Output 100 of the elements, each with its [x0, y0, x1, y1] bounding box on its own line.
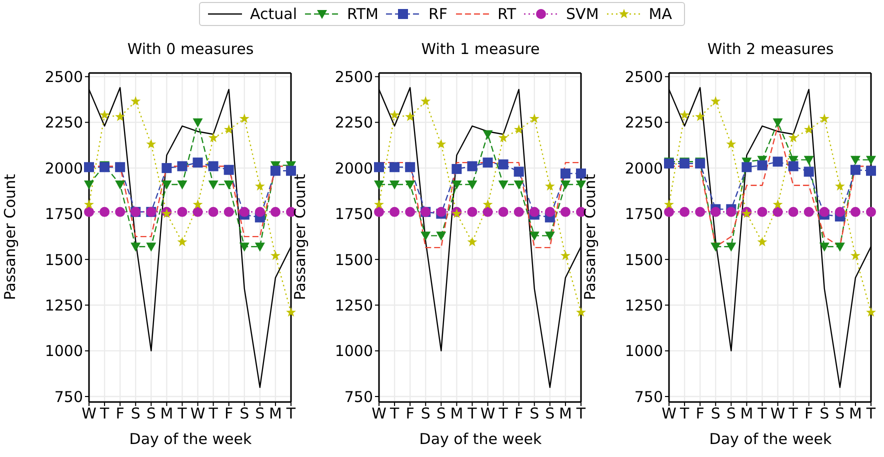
x-tick-label: F	[804, 404, 814, 423]
y-tick-label: 1750	[624, 205, 663, 224]
x-tick-label: S	[146, 404, 156, 423]
point	[819, 113, 830, 123]
x-tick-label: T	[466, 404, 478, 423]
point	[482, 158, 493, 168]
x-tick-label: F	[224, 404, 234, 423]
point	[224, 180, 234, 190]
point	[177, 206, 188, 217]
point	[866, 156, 876, 165]
chart-title: With 1 measure	[420, 40, 541, 58]
point	[254, 242, 265, 252]
x-tick-label: W	[662, 404, 677, 423]
x-tick-label: W	[480, 404, 496, 423]
point	[224, 206, 234, 217]
point	[498, 159, 508, 170]
y-tick-label: 1250	[624, 296, 663, 314]
y-tick-label: 750	[344, 388, 373, 406]
x-tick-label: S	[820, 404, 830, 423]
point	[420, 96, 431, 106]
point	[695, 112, 706, 122]
point	[514, 166, 524, 177]
x-tick-label: T	[678, 404, 690, 423]
chart-title: With 0 measures	[126, 40, 255, 58]
chart-title: With 2 measures	[706, 40, 835, 58]
point	[834, 181, 845, 191]
x-tick-label: T	[176, 404, 188, 423]
y-tick-label: 750	[634, 388, 663, 406]
point	[529, 232, 540, 241]
y-tick-label: 2000	[334, 159, 373, 178]
x-tick-label: S	[255, 404, 265, 423]
legend-label: RTM	[347, 5, 378, 23]
point	[819, 242, 830, 252]
point	[467, 236, 478, 246]
point	[239, 242, 250, 252]
x-tick-label: S	[726, 404, 736, 423]
point	[270, 206, 280, 217]
point	[208, 206, 218, 217]
x-tick-label: S	[436, 404, 446, 423]
point	[757, 236, 768, 246]
x-tick-label: T	[788, 404, 799, 423]
point	[436, 232, 446, 241]
point	[420, 232, 431, 241]
point	[374, 199, 384, 209]
point	[850, 156, 860, 165]
point	[498, 206, 508, 217]
y-tick-label: 1000	[624, 342, 663, 360]
point	[482, 130, 493, 140]
point	[162, 163, 172, 174]
point	[115, 180, 126, 190]
point	[560, 168, 570, 179]
x-tick-label: T	[208, 404, 219, 423]
point	[560, 180, 570, 190]
point	[239, 113, 250, 123]
point	[726, 206, 736, 217]
point	[130, 242, 141, 252]
y-tick-label: 1500	[624, 250, 663, 269]
point	[192, 199, 203, 209]
point	[482, 206, 493, 217]
y-tick-label: 1250	[334, 296, 373, 314]
point	[834, 206, 845, 217]
y-tick-label: 1000	[44, 342, 83, 360]
x-axis-title: Day of the week	[708, 430, 833, 448]
y-tick-label: 1500	[334, 250, 373, 269]
x-tick-label: W	[82, 404, 97, 423]
point	[544, 181, 555, 191]
point	[436, 139, 446, 149]
point	[84, 199, 94, 209]
x-tick-label: F	[116, 404, 124, 423]
x-tick-label: S	[530, 404, 540, 423]
x-tick-label: M	[558, 404, 572, 423]
legend-label: RT	[498, 5, 516, 23]
point	[560, 206, 570, 217]
point	[239, 206, 250, 217]
point	[270, 250, 280, 260]
point	[514, 180, 524, 190]
y-axis-title: Passanger Count	[1, 174, 19, 300]
point	[710, 242, 721, 252]
x-tick-label: M	[740, 404, 754, 423]
point	[254, 206, 265, 217]
x-tick-label: T	[98, 404, 110, 423]
x-tick-label: M	[450, 404, 464, 423]
point	[788, 206, 798, 217]
y-tick-label: 2500	[624, 68, 663, 86]
point	[177, 180, 188, 190]
y-tick-label: 1750	[44, 205, 83, 224]
point	[374, 206, 384, 217]
x-tick-label: S	[835, 404, 845, 423]
x-tick-label: T	[285, 404, 296, 423]
point	[374, 162, 384, 172]
point	[270, 166, 280, 176]
point	[772, 156, 783, 167]
point	[405, 180, 416, 190]
y-tick-label: 2500	[44, 68, 83, 86]
y-tick-label: 1250	[44, 296, 83, 314]
point	[405, 206, 416, 217]
point	[467, 161, 478, 172]
point	[680, 206, 690, 217]
point	[130, 96, 141, 106]
point	[695, 206, 706, 217]
